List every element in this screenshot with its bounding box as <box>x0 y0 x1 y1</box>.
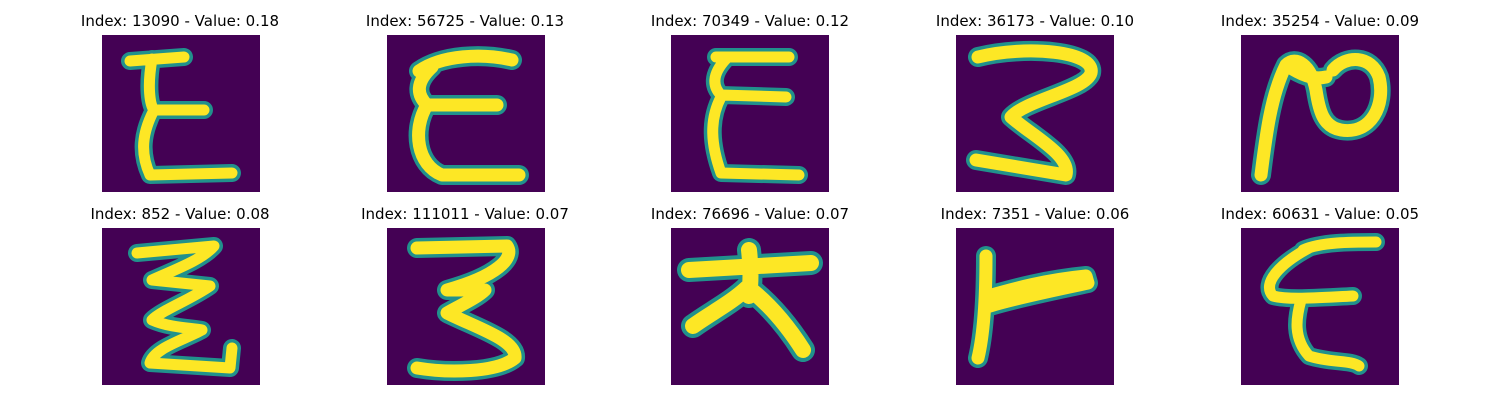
panel-4: Index: 36173 - Value: 0.10 <box>893 0 1177 192</box>
panel-1: Index: 13090 - Value: 0.18 <box>38 0 322 192</box>
panel-title: Index: 111011 - Value: 0.07 <box>361 205 569 223</box>
glyph-image <box>1241 228 1399 385</box>
panel-title: Index: 13090 - Value: 0.18 <box>80 12 280 30</box>
glyph-image <box>671 228 829 385</box>
panel-title: Index: 70349 - Value: 0.12 <box>650 12 850 30</box>
panel-title: Index: 56725 - Value: 0.13 <box>365 12 565 30</box>
panel-2: Index: 56725 - Value: 0.13 <box>323 0 607 192</box>
glyph-image <box>387 228 545 385</box>
glyph-image <box>102 228 260 385</box>
panel-10: Index: 60631 - Value: 0.05 <box>1178 193 1462 385</box>
glyph-image <box>387 35 545 192</box>
glyph-image <box>1241 35 1399 192</box>
glyph-image <box>956 228 1114 385</box>
panel-title: Index: 852 - Value: 0.08 <box>90 205 270 223</box>
glyph-image <box>102 35 260 192</box>
panel-3: Index: 70349 - Value: 0.12 <box>608 0 892 192</box>
panel-title: Index: 35254 - Value: 0.09 <box>1220 12 1420 30</box>
glyph-image <box>671 35 829 192</box>
panel-7: Index: 111011 - Value: 0.07 <box>323 193 607 385</box>
panel-5: Index: 35254 - Value: 0.09 <box>1178 0 1462 192</box>
panel-title: Index: 36173 - Value: 0.10 <box>935 12 1135 30</box>
panel-8: Index: 76696 - Value: 0.07 <box>608 193 892 385</box>
panel-6: Index: 852 - Value: 0.08 <box>38 193 322 385</box>
panel-title: Index: 76696 - Value: 0.07 <box>650 205 850 223</box>
panel-title: Index: 7351 - Value: 0.06 <box>940 205 1130 223</box>
panel-title: Index: 60631 - Value: 0.05 <box>1220 205 1420 223</box>
panel-9: Index: 7351 - Value: 0.06 <box>893 193 1177 385</box>
glyph-image <box>956 35 1114 192</box>
